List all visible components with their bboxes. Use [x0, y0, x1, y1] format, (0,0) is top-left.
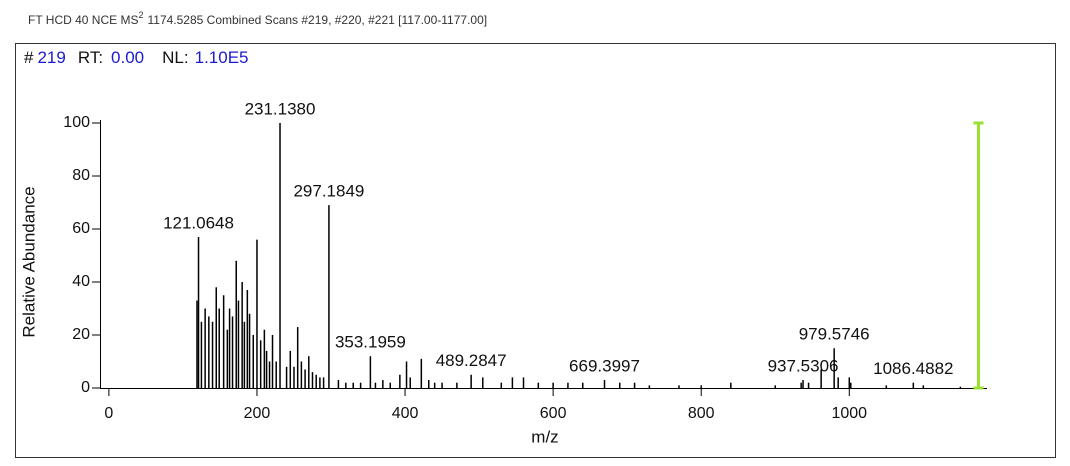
x-tick-label: 600 [540, 405, 567, 422]
x-axis-title: m/z [531, 427, 558, 446]
y-tick-label: 0 [81, 379, 90, 396]
peak-label: 669.3997 [569, 357, 640, 376]
scan-number: 219 [37, 48, 65, 67]
y-tick-label: 100 [63, 114, 90, 131]
header-prefix: FT HCD 40 NCE MS [28, 13, 138, 27]
peak-label: 979.5746 [799, 325, 870, 344]
nl-value: 1.10E5 [195, 48, 249, 67]
peak-label: 353.1959 [335, 333, 406, 352]
y-axis-title: Relative Abundance [19, 186, 38, 337]
peak-label: 937.5306 [768, 357, 839, 376]
hash: # [24, 48, 34, 67]
x-tick-label: 200 [244, 405, 271, 422]
peak-label: 121.0648 [163, 213, 234, 232]
peak-label: 1086.4882 [873, 359, 953, 378]
y-tick-label: 60 [72, 220, 90, 237]
frame [15, 43, 1056, 458]
nl-label: NL: [162, 48, 188, 67]
y-tick-label: 20 [72, 326, 90, 343]
peak-label: 297.1849 [293, 182, 364, 201]
peak-label: 489.2847 [436, 351, 507, 370]
x-tick-label: 0 [104, 405, 113, 422]
header-suffix: 1174.5285 Combined Scans #219, #220, #22… [147, 13, 487, 27]
x-tick-label: 400 [392, 405, 419, 422]
rt-label: RT: [78, 48, 103, 67]
header: FT HCD 40 NCE MS2 1174.5285 Combined Scan… [28, 10, 487, 27]
x-tick-label: 800 [688, 405, 715, 422]
rt-value: 0.00 [111, 48, 144, 67]
scan-info: #219 RT: 0.00 NL: 1.10E5 [24, 48, 249, 67]
header-superscript: 2 [138, 10, 143, 20]
x-tick-label: 1000 [831, 405, 867, 422]
y-tick-label: 40 [72, 273, 90, 290]
y-tick-label: 80 [72, 167, 90, 184]
peak-label: 231.1380 [245, 99, 316, 118]
